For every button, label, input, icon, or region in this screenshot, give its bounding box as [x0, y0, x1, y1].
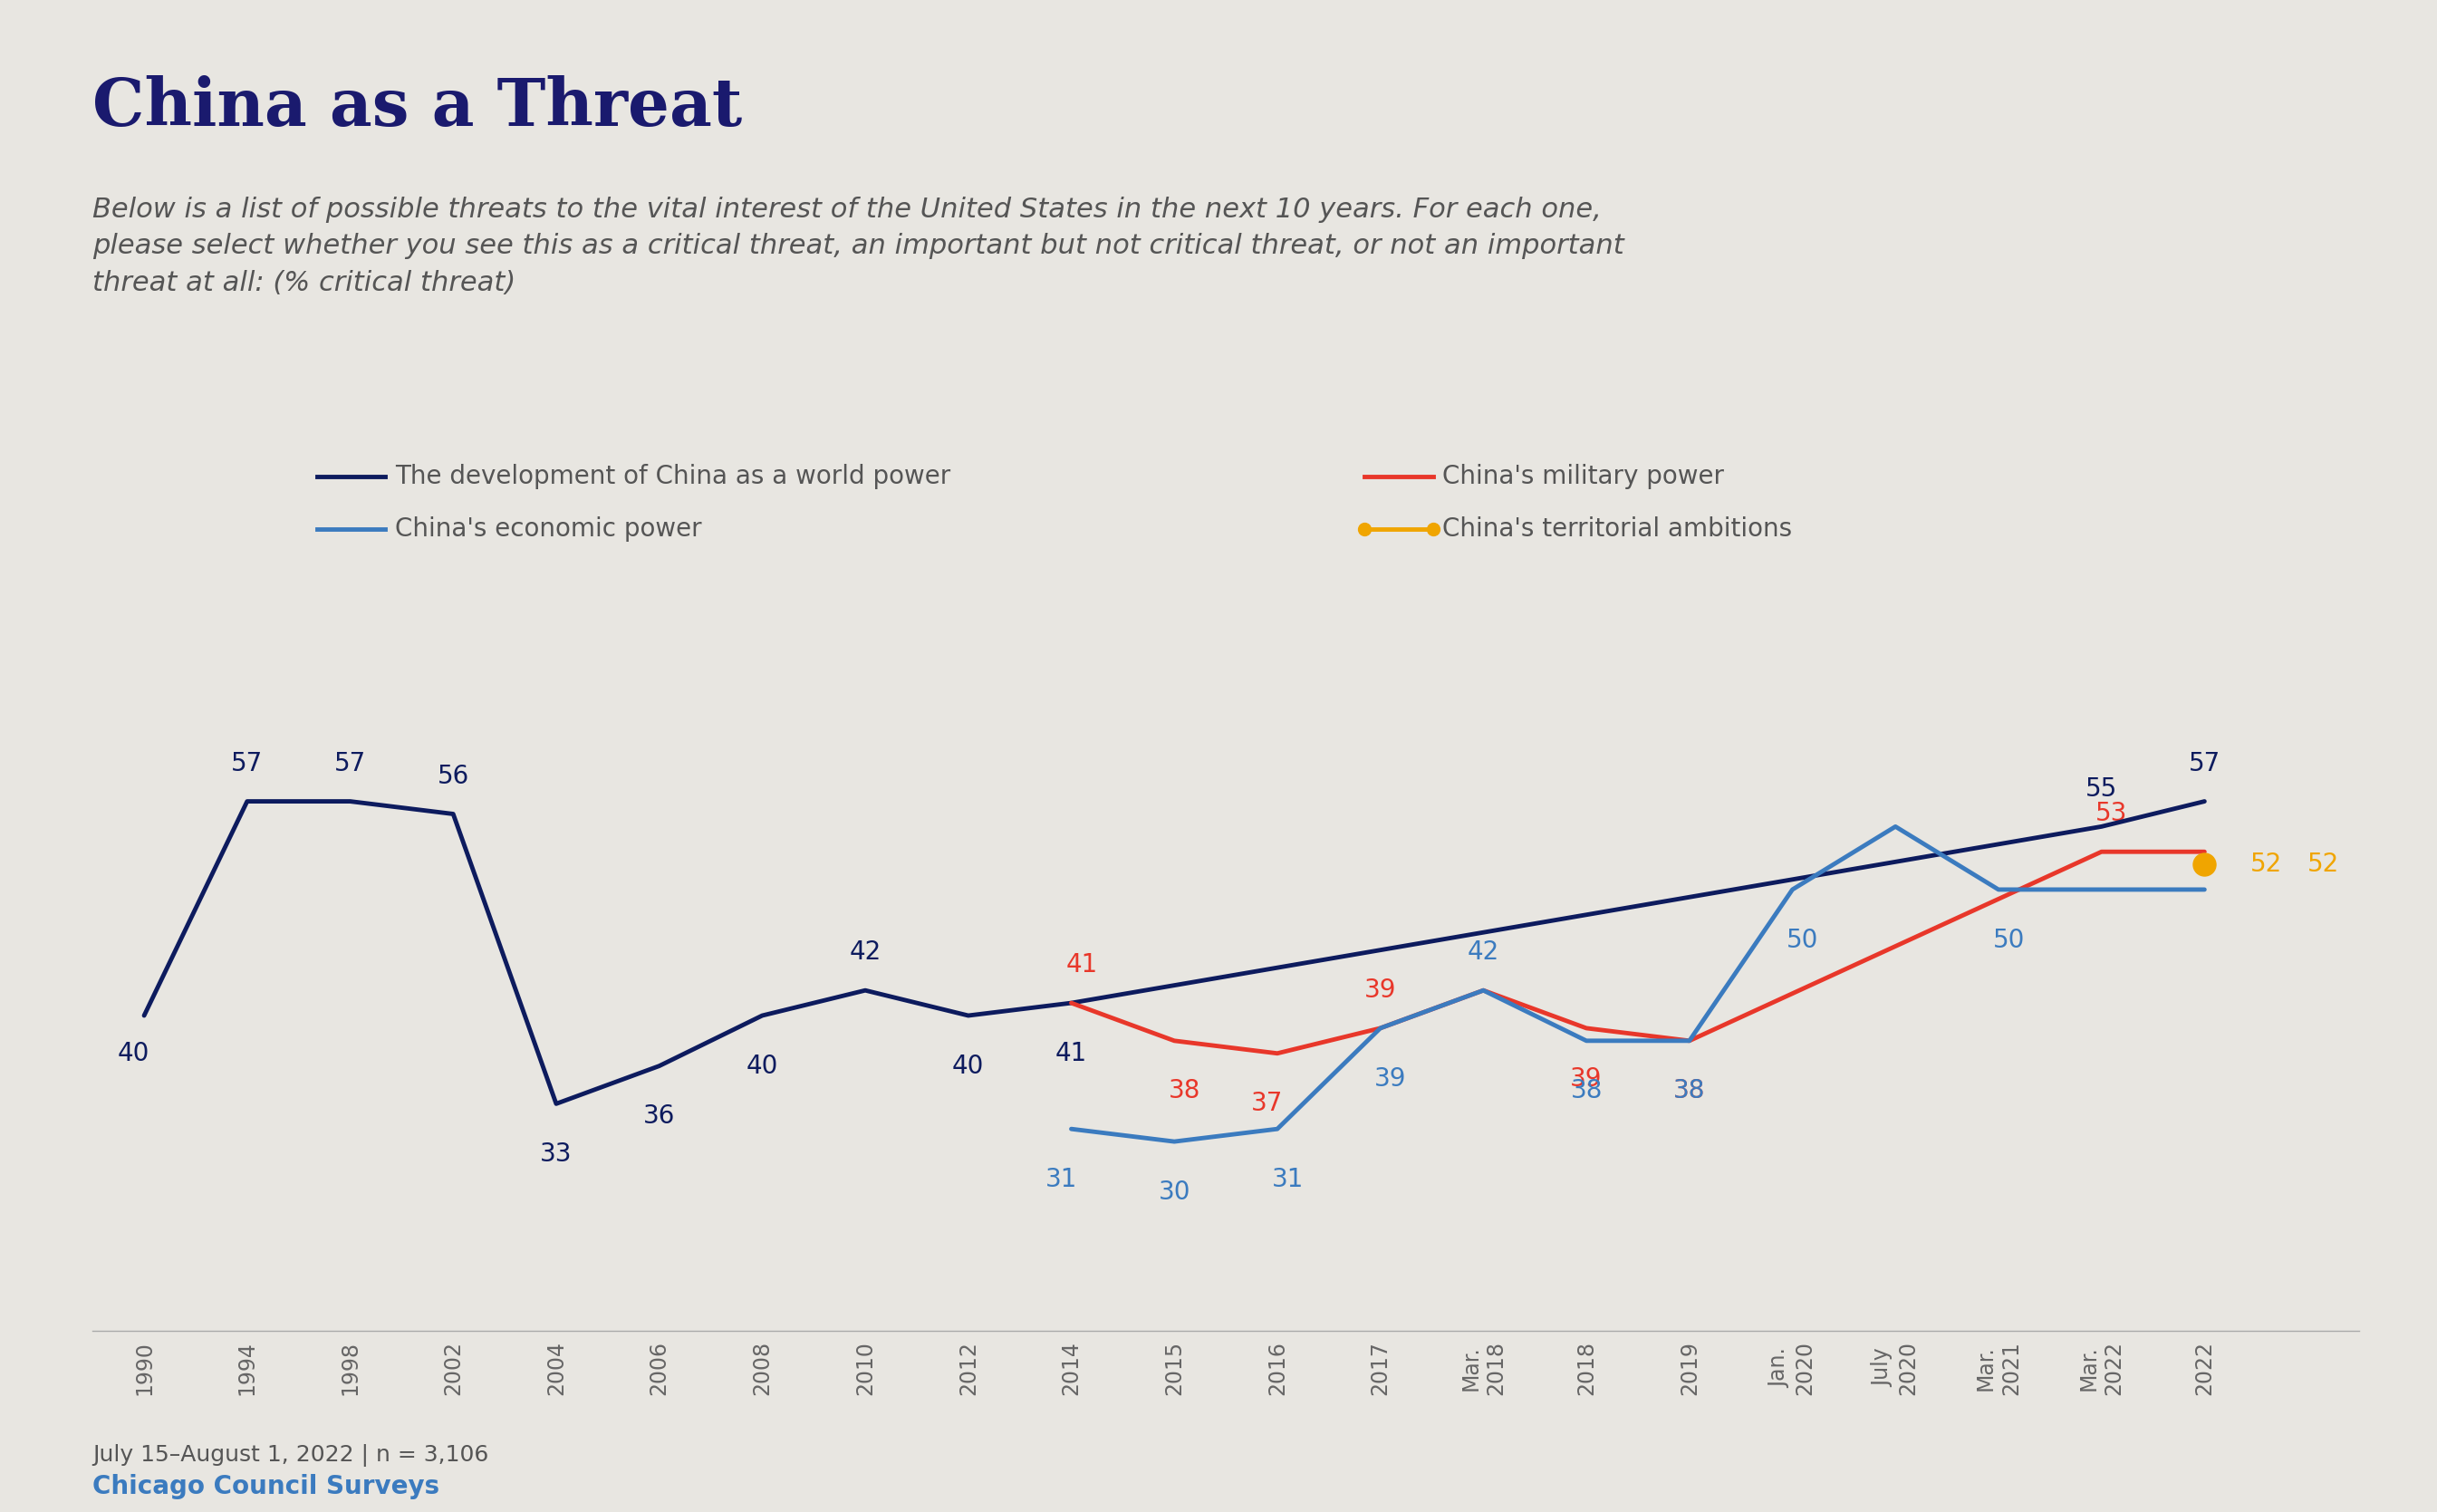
Text: 31: 31 — [1272, 1167, 1304, 1191]
Text: 38: 38 — [1170, 1078, 1201, 1104]
Text: 50: 50 — [1993, 927, 2025, 953]
Text: China's territorial ambitions: China's territorial ambitions — [1443, 517, 1794, 541]
Text: 57: 57 — [232, 751, 263, 776]
Text: 42: 42 — [848, 940, 882, 965]
Text: 42: 42 — [1467, 940, 1499, 965]
Text: The development of China as a world power: The development of China as a world powe… — [395, 464, 950, 488]
Text: 55: 55 — [2086, 776, 2118, 801]
Text: 40: 40 — [953, 1054, 985, 1078]
Text: China's economic power: China's economic power — [395, 517, 702, 541]
Text: 50: 50 — [1786, 927, 1818, 953]
Text: China as a Threat: China as a Threat — [93, 76, 743, 141]
Text: Chicago Council Surveys: Chicago Council Surveys — [93, 1474, 439, 1500]
Text: 39: 39 — [1569, 1066, 1604, 1092]
Text: 40: 40 — [746, 1054, 777, 1078]
Text: July 15–August 1, 2022 | n = 3,106: July 15–August 1, 2022 | n = 3,106 — [93, 1444, 490, 1467]
Text: 38: 38 — [1674, 1078, 1706, 1104]
Text: 39: 39 — [1374, 1066, 1406, 1092]
Text: 40: 40 — [117, 1040, 149, 1066]
Text: 38: 38 — [1674, 1078, 1706, 1104]
Text: 33: 33 — [541, 1142, 573, 1167]
Text: 57: 57 — [334, 751, 366, 776]
Text: 57: 57 — [2188, 751, 2220, 776]
Text: 52: 52 — [2308, 851, 2340, 877]
Text: 38: 38 — [1569, 1078, 1604, 1104]
Text: 30: 30 — [1158, 1179, 1189, 1205]
Text: China's military power: China's military power — [1443, 464, 1725, 488]
Text: 37: 37 — [1250, 1092, 1282, 1116]
Text: 53: 53 — [2096, 801, 2128, 827]
Text: 52: 52 — [2249, 851, 2283, 877]
Text: 36: 36 — [643, 1104, 675, 1129]
Text: 56: 56 — [436, 764, 470, 789]
Text: 39: 39 — [1365, 978, 1396, 1002]
Text: 31: 31 — [1045, 1167, 1077, 1191]
Text: 41: 41 — [1055, 1040, 1087, 1066]
Text: 41: 41 — [1065, 953, 1097, 978]
Text: Below is a list of possible threats to the vital interest of the United States i: Below is a list of possible threats to t… — [93, 197, 1625, 296]
